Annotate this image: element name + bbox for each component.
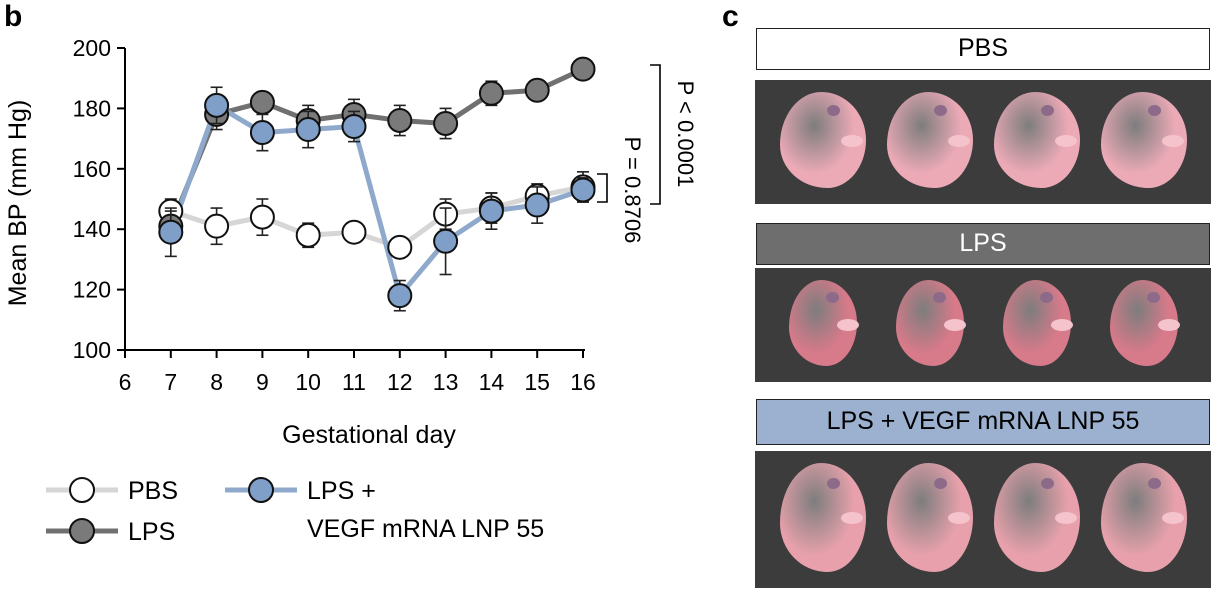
x-tick-label: 6 [119, 369, 132, 395]
legend-label-lps-vegf-mrna-lnp-55: VEGF mRNA LNP 55 [307, 515, 544, 543]
data-point-lps-vegf-mrna-lnp-55 [433, 228, 459, 254]
legend-label-pbs: PBS [128, 477, 178, 505]
y-tick-label: 160 [73, 156, 111, 182]
pup-image [993, 463, 1080, 572]
y-tick-label: 180 [73, 95, 111, 121]
pup-image [1109, 280, 1181, 366]
pup-limb [837, 318, 860, 331]
y-tick-label: 200 [73, 35, 111, 61]
x-tick-label: 13 [433, 369, 459, 395]
pup-limb [948, 512, 971, 525]
x-tick-label: 10 [295, 369, 321, 395]
data-point-pbs [204, 213, 230, 239]
data-point-lps-vegf-mrna-lnp-55 [158, 219, 184, 245]
photo-strip-pbs [755, 80, 1211, 204]
pup-limb [948, 135, 971, 148]
y-tick-label: 100 [73, 337, 111, 363]
pup-image [1100, 92, 1187, 188]
data-point-pbs [341, 219, 367, 245]
y-tick-label: 140 [73, 216, 111, 242]
data-point-lps [387, 107, 413, 133]
photo-label-lps-vegf-mrna-lnp-55: LPS + VEGF mRNA LNP 55 [756, 399, 1210, 445]
data-point-pbs [295, 222, 321, 248]
pup-image [779, 463, 866, 572]
pup-eye [1147, 105, 1161, 117]
pup-eye [1040, 105, 1054, 117]
series-line-lps-vegf-mrna-lnp-55 [168, 102, 584, 299]
pup-image [993, 92, 1080, 188]
photo-strip-lps-vegf-mrna-lnp-55 [755, 451, 1211, 588]
data-point-pbs [387, 234, 413, 260]
pup-limb [841, 135, 864, 148]
pup-eye [1146, 292, 1160, 304]
y-tick-label: 120 [73, 277, 111, 303]
y-axis-label: Mean BP (mm Hg) [4, 100, 32, 307]
pup-eye [1039, 292, 1053, 304]
pup-limb [1162, 512, 1185, 525]
pup-eye [933, 105, 947, 117]
pup-image [1002, 280, 1074, 366]
legend-marker-lps [69, 518, 95, 544]
legend-label-lps-vegf-mrna-lnp-55: LPS + [307, 477, 376, 505]
pup-limb [1158, 318, 1181, 331]
bp-line-chart: 100 120 140 160 180 200 6 7 8 9 10 11 12 13 14 15 16 Gest… [4, 35, 698, 546]
x-tick-label: 16 [570, 369, 596, 395]
pup-limb [1051, 318, 1074, 331]
pup-eye [825, 292, 839, 304]
p-value-pbs-vs-vegf: P = 0.8706 [620, 137, 645, 244]
x-tick-label: 9 [256, 369, 269, 395]
pup-limb [944, 318, 967, 331]
pup-eye [826, 105, 840, 117]
data-point-lps-vegf-mrna-lnp-55 [249, 120, 275, 146]
pup-limb [1055, 512, 1078, 525]
x-axis-label: Gestational day [282, 421, 456, 449]
legend-label-lps: LPS [128, 518, 175, 546]
x-tick-label: 11 [342, 369, 366, 395]
legend-marker-pbs [69, 477, 95, 503]
pup-eye [933, 478, 947, 490]
pup-image [779, 92, 866, 188]
data-point-lps-vegf-mrna-lnp-55 [524, 192, 550, 218]
significance-bracket-pbs-vs-vegf [597, 173, 608, 203]
significance-bracket-lps-vs-pbs [650, 64, 661, 205]
data-point-lps-vegf-mrna-lnp-55 [204, 92, 230, 118]
pup-image [886, 463, 973, 572]
data-point-pbs [249, 204, 275, 230]
pup-limb [841, 512, 864, 525]
panel-b-letter: b [4, 0, 23, 33]
pup-image [895, 280, 967, 366]
data-point-lps-vegf-mrna-lnp-55 [387, 283, 413, 309]
data-point-lps-vegf-mrna-lnp-55 [295, 117, 321, 143]
data-point-lps-vegf-mrna-lnp-55 [570, 177, 596, 203]
p-value-lps-vs-pbs: P < 0.0001 [673, 81, 698, 188]
pup-image [886, 92, 973, 188]
pup-image [788, 280, 860, 366]
pup-eye [826, 478, 840, 490]
pup-eye [932, 292, 946, 304]
panel-c-letter: c [722, 0, 739, 33]
photo-strip-lps [755, 268, 1211, 382]
data-point-lps [433, 111, 459, 136]
data-point-lps [570, 56, 596, 82]
x-tick-label: 7 [164, 369, 177, 395]
legend-marker-lps-vegf-mrna-lnp-55 [248, 477, 274, 503]
pup-eye [1040, 478, 1054, 490]
pup-limb [1162, 135, 1185, 148]
pup-limb [1055, 135, 1078, 148]
pup-eye [1147, 478, 1161, 490]
data-point-lps-vegf-mrna-lnp-55 [341, 114, 367, 140]
x-tick-label: 14 [479, 369, 505, 395]
photo-label-pbs: PBS [756, 28, 1210, 70]
series-line-lps [168, 66, 585, 228]
x-tick-label: 8 [210, 369, 223, 395]
x-tick-label: 12 [387, 369, 413, 395]
data-point-lps [478, 80, 504, 106]
data-point-lps-vegf-mrna-lnp-55 [478, 198, 504, 224]
data-point-lps [524, 77, 550, 103]
photo-label-lps: LPS [756, 223, 1210, 265]
x-tick-label: 15 [524, 369, 550, 395]
data-point-lps [249, 89, 275, 115]
series-line-pbs [170, 184, 584, 250]
pup-image [1100, 463, 1187, 572]
